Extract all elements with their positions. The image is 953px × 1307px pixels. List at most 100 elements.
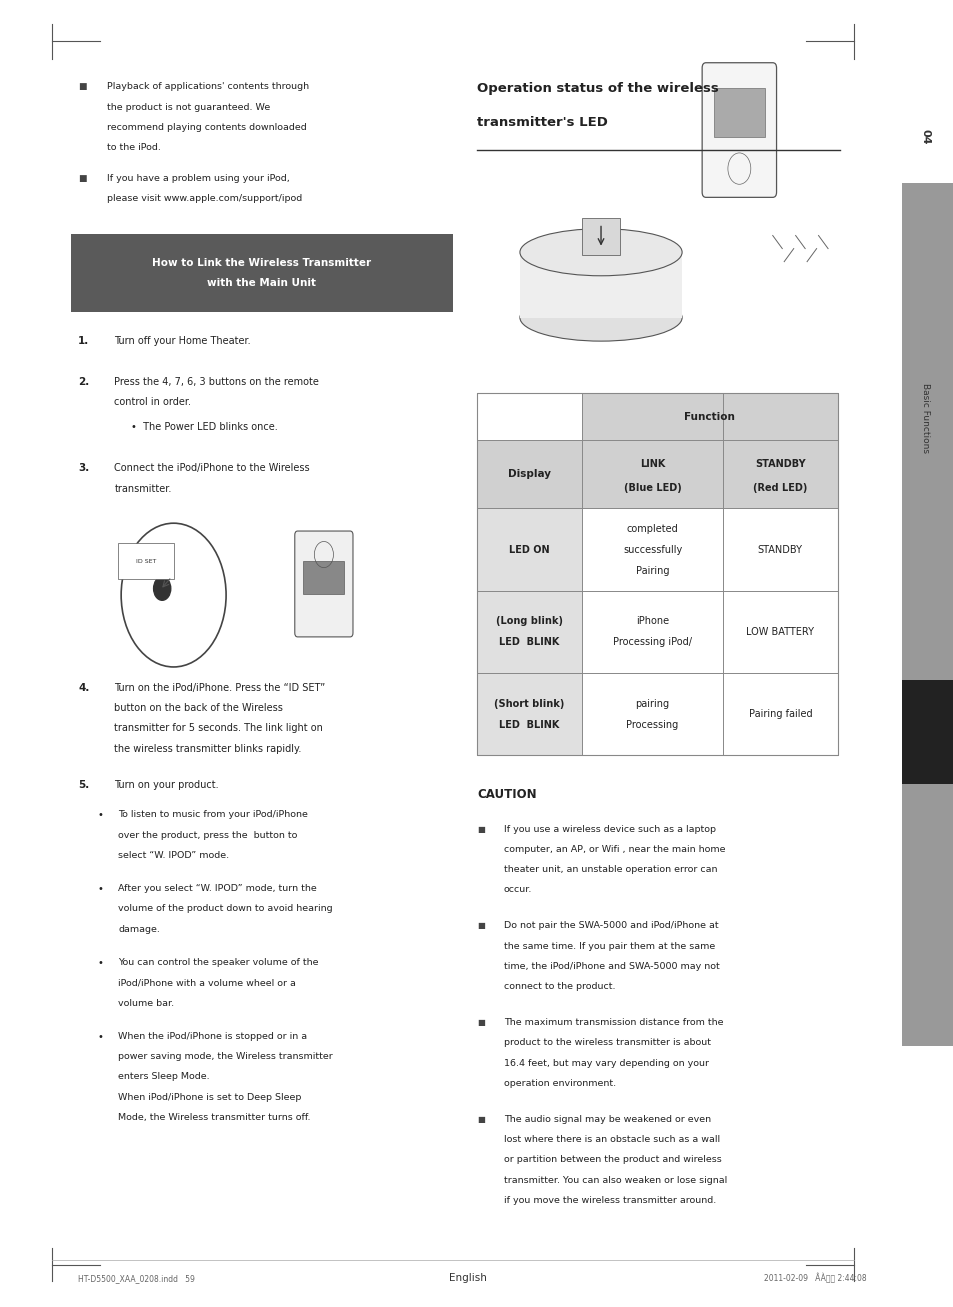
FancyBboxPatch shape — [118, 542, 173, 579]
FancyBboxPatch shape — [476, 673, 581, 755]
Text: •: • — [97, 958, 103, 968]
Text: •  The Power LED blinks once.: • The Power LED blinks once. — [131, 422, 277, 433]
Text: theater unit, an unstable operation error can: theater unit, an unstable operation erro… — [503, 865, 717, 874]
FancyBboxPatch shape — [294, 531, 353, 637]
FancyBboxPatch shape — [581, 393, 837, 440]
Text: How to Link the Wireless Transmitter: How to Link the Wireless Transmitter — [152, 257, 371, 268]
Text: computer, an AP, or Wifi , near the main home: computer, an AP, or Wifi , near the main… — [503, 846, 724, 853]
Text: The audio signal may be weakened or even: The audio signal may be weakened or even — [503, 1115, 710, 1124]
Text: If you use a wireless device such as a laptop: If you use a wireless device such as a l… — [503, 825, 715, 834]
Text: STANDBY: STANDBY — [754, 459, 805, 469]
FancyBboxPatch shape — [901, 784, 953, 1046]
Text: HT-D5500_XAA_0208.indd   59: HT-D5500_XAA_0208.indd 59 — [78, 1274, 195, 1282]
Text: Do not pair the SWA-5000 and iPod/iPhone at: Do not pair the SWA-5000 and iPod/iPhone… — [503, 921, 718, 931]
FancyBboxPatch shape — [701, 63, 776, 197]
Text: •: • — [97, 1033, 103, 1042]
Text: Processing: Processing — [626, 720, 678, 729]
Text: product to the wireless transmitter is about: product to the wireless transmitter is a… — [503, 1038, 710, 1047]
Text: Operation status of the wireless: Operation status of the wireless — [476, 82, 718, 95]
Text: operation environment.: operation environment. — [503, 1080, 616, 1087]
Text: transmitter for 5 seconds. The link light on: transmitter for 5 seconds. The link ligh… — [114, 724, 323, 733]
Text: lost where there is an obstacle such as a wall: lost where there is an obstacle such as … — [503, 1134, 720, 1144]
Text: 2011-02-09   ÂÀ오후 2:44:08: 2011-02-09 ÂÀ오후 2:44:08 — [762, 1273, 865, 1283]
Text: If you have a problem using your iPod,: If you have a problem using your iPod, — [107, 174, 290, 183]
Text: LED  BLINK: LED BLINK — [498, 720, 559, 729]
Text: transmitter's LED: transmitter's LED — [476, 116, 607, 129]
Text: Playback of applications' contents through: Playback of applications' contents throu… — [107, 82, 309, 91]
Text: the same time. If you pair them at the same: the same time. If you pair them at the s… — [503, 941, 714, 950]
FancyBboxPatch shape — [581, 673, 837, 755]
Text: CAUTION: CAUTION — [476, 788, 536, 801]
Text: When iPod/iPhone is set to Deep Sleep: When iPod/iPhone is set to Deep Sleep — [118, 1093, 301, 1102]
Text: (Red LED): (Red LED) — [753, 482, 806, 493]
Text: 5.: 5. — [78, 779, 90, 789]
Text: iPod/iPhone with a volume wheel or a: iPod/iPhone with a volume wheel or a — [118, 978, 295, 987]
Text: the product is not guaranteed. We: the product is not guaranteed. We — [107, 103, 270, 111]
Text: volume of the product down to avoid hearing: volume of the product down to avoid hear… — [118, 904, 333, 914]
Text: Turn off your Home Theater.: Turn off your Home Theater. — [114, 336, 251, 346]
Text: (Long blink): (Long blink) — [496, 617, 562, 626]
Text: Turn on your product.: Turn on your product. — [114, 779, 219, 789]
Text: (Short blink): (Short blink) — [494, 699, 564, 708]
Text: Mode, the Wireless transmitter turns off.: Mode, the Wireless transmitter turns off… — [118, 1112, 311, 1121]
Text: Function: Function — [683, 412, 735, 422]
FancyBboxPatch shape — [303, 561, 344, 593]
Text: To listen to music from your iPod/iPhone: To listen to music from your iPod/iPhone — [118, 810, 308, 819]
FancyBboxPatch shape — [519, 252, 681, 318]
Text: Press the 4, 7, 6, 3 buttons on the remote: Press the 4, 7, 6, 3 buttons on the remo… — [114, 376, 319, 387]
Text: to the iPod.: to the iPod. — [107, 144, 160, 152]
Text: Connect the iPod/iPhone to the Wireless: Connect the iPod/iPhone to the Wireless — [114, 464, 310, 473]
Text: 16.4 feet, but may vary depending on your: 16.4 feet, but may vary depending on you… — [503, 1059, 708, 1068]
Text: You can control the speaker volume of the: You can control the speaker volume of th… — [118, 958, 318, 967]
Text: STANDBY: STANDBY — [757, 545, 802, 554]
Text: please visit www.apple.com/support/ipod: please visit www.apple.com/support/ipod — [107, 195, 302, 203]
Text: the wireless transmitter blinks rapidly.: the wireless transmitter blinks rapidly. — [114, 744, 301, 754]
Text: When the iPod/iPhone is stopped or in a: When the iPod/iPhone is stopped or in a — [118, 1033, 307, 1040]
Text: Display: Display — [507, 469, 551, 480]
Text: button on the back of the Wireless: button on the back of the Wireless — [114, 703, 283, 714]
Text: ■: ■ — [78, 82, 87, 91]
Text: ■: ■ — [476, 921, 484, 931]
Text: LOW BATTERY: LOW BATTERY — [745, 627, 814, 637]
Text: 1.: 1. — [78, 336, 90, 346]
FancyBboxPatch shape — [581, 591, 837, 673]
Ellipse shape — [519, 294, 681, 341]
Text: or partition between the product and wireless: or partition between the product and wir… — [503, 1155, 720, 1165]
Text: pairing: pairing — [635, 699, 669, 708]
Text: select “W. IPOD” mode.: select “W. IPOD” mode. — [118, 851, 229, 860]
Text: ■: ■ — [476, 1018, 484, 1027]
Text: LINK: LINK — [639, 459, 664, 469]
Text: Basic Functions: Basic Functions — [920, 383, 929, 454]
FancyBboxPatch shape — [901, 183, 953, 680]
Text: connect to the product.: connect to the product. — [503, 983, 615, 991]
Text: •: • — [97, 884, 103, 894]
Text: enters Sleep Mode.: enters Sleep Mode. — [118, 1072, 210, 1081]
Text: English: English — [448, 1273, 486, 1283]
Text: ■: ■ — [476, 825, 484, 834]
FancyBboxPatch shape — [581, 440, 722, 508]
Text: 2.: 2. — [78, 376, 90, 387]
FancyBboxPatch shape — [476, 440, 581, 508]
Text: Pairing failed: Pairing failed — [748, 710, 811, 719]
Text: ■: ■ — [78, 174, 87, 183]
FancyBboxPatch shape — [476, 508, 581, 591]
Text: Turn on the iPod/iPhone. Press the “ID SET”: Turn on the iPod/iPhone. Press the “ID S… — [114, 684, 325, 693]
Text: LED ON: LED ON — [509, 545, 549, 554]
Circle shape — [153, 576, 171, 600]
Text: iPhone: iPhone — [636, 617, 668, 626]
Text: time, the iPod/iPhone and SWA-5000 may not: time, the iPod/iPhone and SWA-5000 may n… — [503, 962, 719, 971]
Text: transmitter. You can also weaken or lose signal: transmitter. You can also weaken or lose… — [503, 1176, 726, 1184]
Text: control in order.: control in order. — [114, 397, 192, 406]
FancyBboxPatch shape — [901, 680, 953, 784]
Text: After you select “W. IPOD” mode, turn the: After you select “W. IPOD” mode, turn th… — [118, 884, 316, 893]
Text: The maximum transmission distance from the: The maximum transmission distance from t… — [503, 1018, 722, 1027]
Text: damage.: damage. — [118, 925, 160, 933]
Text: over the product, press the  button to: over the product, press the button to — [118, 831, 297, 839]
FancyBboxPatch shape — [713, 88, 764, 137]
Text: 3.: 3. — [78, 464, 90, 473]
Text: (Blue LED): (Blue LED) — [623, 482, 680, 493]
Text: if you move the wireless transmitter around.: if you move the wireless transmitter aro… — [503, 1196, 715, 1205]
FancyBboxPatch shape — [722, 440, 837, 508]
Text: •: • — [97, 810, 103, 821]
FancyBboxPatch shape — [71, 234, 453, 312]
